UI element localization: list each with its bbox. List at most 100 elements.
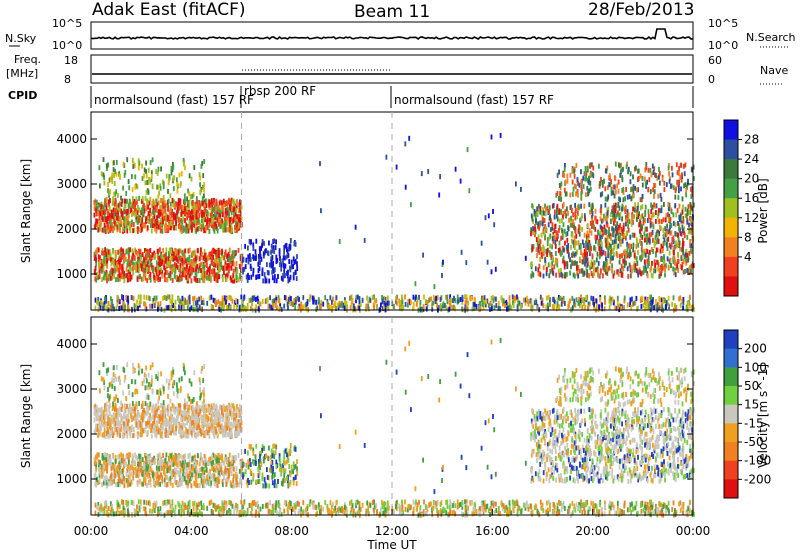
power-echo [482, 295, 484, 301]
power-echo [168, 260, 171, 266]
power-echo [233, 253, 236, 259]
power-echo [669, 224, 671, 230]
power-echo [426, 300, 429, 306]
power-echo [665, 182, 668, 188]
power-echo [657, 301, 660, 307]
power-echo [133, 227, 136, 233]
power-echo [609, 212, 612, 217]
power-echo [337, 305, 340, 311]
power-echo [131, 257, 134, 263]
power-echo [192, 222, 194, 227]
power-echo [165, 173, 168, 179]
power-echo [556, 210, 559, 216]
power-echo [649, 222, 652, 228]
power-echo [669, 230, 672, 236]
power-echo [149, 207, 151, 213]
power-echo [690, 186, 692, 192]
power-echo [165, 277, 168, 283]
power-echo [672, 185, 675, 191]
power-echo [148, 200, 151, 206]
power-echo [568, 217, 570, 223]
power-echo [661, 257, 663, 263]
power-echo [248, 238, 251, 244]
power-echo [281, 276, 284, 282]
power-echo [564, 272, 566, 278]
power-echo [682, 269, 685, 275]
power-echo [165, 223, 168, 229]
power-echo [663, 264, 666, 270]
power-echo [617, 224, 620, 230]
power-echo [599, 252, 602, 258]
power-echo [155, 220, 158, 226]
power-echo [184, 218, 186, 223]
power-echo [205, 209, 208, 215]
power-echo [618, 205, 621, 211]
power-echo [591, 272, 594, 278]
power-echo [648, 177, 651, 183]
power-echo [611, 297, 614, 303]
velocity-echo [177, 403, 180, 409]
power-echo [534, 224, 536, 230]
power-echo [225, 200, 228, 206]
power-echo [657, 210, 660, 216]
power-echo [341, 301, 343, 306]
power-echo [95, 207, 97, 213]
power-echo [673, 270, 676, 276]
power-echo [643, 268, 646, 274]
power-echo [541, 297, 544, 303]
power-echo [168, 248, 171, 254]
power-echo [556, 258, 559, 264]
power-echo [604, 215, 607, 221]
power-echo [212, 214, 215, 219]
power-echo [675, 240, 677, 246]
power-echo [632, 188, 635, 194]
velocity-echo [206, 414, 209, 420]
power-echo [198, 296, 200, 302]
power-echo [140, 198, 143, 204]
power-echo [187, 275, 189, 281]
power-echo [653, 243, 656, 249]
power-echo [118, 174, 121, 179]
power-echo [467, 300, 470, 306]
velocity-echo [193, 420, 196, 426]
power-echo [654, 304, 657, 310]
power-echo [685, 187, 688, 193]
power-echo [335, 306, 337, 311]
power-echo [108, 206, 111, 212]
power-echo [212, 297, 215, 303]
power-echo [625, 252, 627, 258]
power-echo [662, 245, 664, 251]
power-echo [124, 304, 126, 310]
power-echo [138, 207, 141, 213]
power-echo [124, 169, 127, 175]
power-echo [120, 257, 122, 263]
power-echo [625, 164, 628, 170]
power-echo [237, 214, 240, 220]
power-echo [114, 221, 116, 226]
power-echo [666, 223, 668, 229]
power-echo [176, 264, 179, 270]
power-echo [613, 184, 616, 190]
power-echo [101, 268, 103, 274]
power-echo [300, 301, 303, 307]
power-echo [271, 269, 274, 275]
power-echo [651, 163, 654, 169]
power-echo [464, 294, 466, 300]
power-echo [636, 209, 638, 215]
power-echo [606, 266, 608, 272]
power-echo [243, 266, 246, 272]
power-echo [235, 297, 237, 303]
power-echo [449, 294, 451, 300]
power-echo [584, 216, 586, 222]
power-echo [546, 241, 549, 247]
power-echo [258, 246, 261, 252]
power-echo [582, 297, 585, 303]
power-echo [451, 305, 454, 311]
power-echo [110, 301, 113, 307]
power-echo [160, 198, 162, 203]
power-echo [655, 304, 658, 309]
power-echo [181, 258, 183, 263]
power-echo [639, 223, 642, 229]
power-echo [539, 272, 542, 278]
velocity-echo [104, 434, 107, 439]
